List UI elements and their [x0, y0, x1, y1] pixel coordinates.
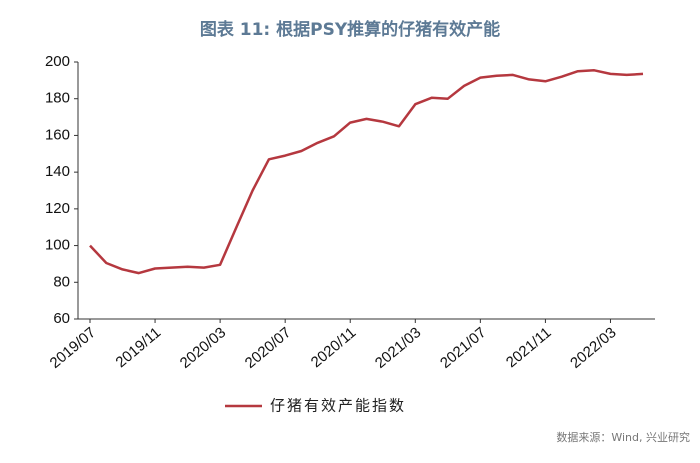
legend-label: 仔猪有效产能指数	[270, 397, 406, 415]
y-tick-label: 160	[45, 126, 70, 143]
y-tick-label: 180	[45, 90, 70, 107]
x-tick-label: 2019/11	[113, 324, 165, 371]
x-tick-label: 2022/03	[567, 324, 619, 372]
chart-title: 图表 11: 根据PSY推算的仔猪有效产能	[200, 19, 500, 40]
source-note: 数据来源：Wind, 兴业研究	[556, 430, 690, 444]
y-tick-label: 60	[53, 310, 70, 327]
x-tick-label: 2021/07	[437, 324, 489, 372]
y-tick-label: 140	[45, 163, 70, 180]
y-tick-label: 200	[45, 53, 70, 70]
x-tick-label: 2019/07	[47, 324, 99, 372]
x-tick-label: 2020/11	[308, 324, 360, 371]
y-tick-label: 80	[53, 273, 70, 290]
x-tick-label: 2020/03	[177, 324, 229, 372]
x-tick-label: 2021/11	[503, 324, 555, 371]
y-tick-label: 120	[45, 200, 70, 217]
x-tick-label: 2020/07	[242, 324, 294, 372]
x-tick-label: 2021/03	[372, 324, 424, 372]
data-line	[89, 69, 644, 275]
y-tick-label: 100	[45, 237, 70, 254]
